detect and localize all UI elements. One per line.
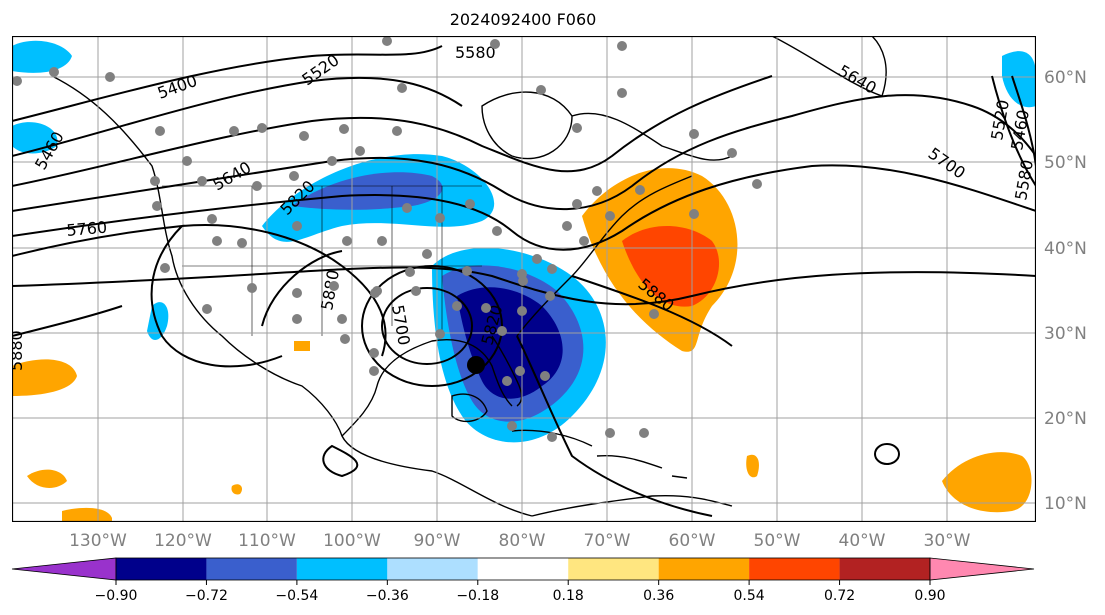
colorbar-swatch bbox=[296, 558, 388, 580]
storm-center-marker bbox=[467, 356, 485, 374]
lon-label: 90°W bbox=[414, 531, 461, 551]
lat-label: 40°N bbox=[1044, 239, 1087, 259]
colorbar-tick-label: −0.54 bbox=[275, 588, 318, 604]
colorbar-tick-label: 0.90 bbox=[914, 588, 945, 604]
lon-label: 50°W bbox=[754, 531, 801, 551]
colorbar-swatch bbox=[387, 558, 478, 580]
lon-label: 110°W bbox=[238, 531, 296, 551]
colorbar-swatch bbox=[749, 558, 840, 580]
colorbar-extend-low bbox=[11, 557, 117, 581]
colorbar-tick-label: −0.18 bbox=[456, 588, 499, 604]
lat-label: 30°N bbox=[1044, 324, 1087, 344]
lat-label: 50°N bbox=[1044, 153, 1087, 173]
lat-label: 10°N bbox=[1044, 494, 1087, 514]
colorbar-swatch bbox=[568, 558, 659, 580]
colorbar-tick-label: 0.18 bbox=[553, 588, 584, 604]
colorbar-swatch bbox=[658, 558, 750, 580]
lat-label: 60°N bbox=[1044, 68, 1087, 88]
contour-label: 5760 bbox=[66, 218, 108, 240]
colorbar-tick-label: 0.36 bbox=[643, 588, 674, 604]
colorbar-swatch bbox=[839, 558, 930, 580]
contour-label: 5880 bbox=[12, 330, 26, 371]
lon-label: 40°W bbox=[839, 531, 886, 551]
map-title: 2024092400 F060 bbox=[449, 10, 597, 29]
lon-label: 70°W bbox=[584, 531, 631, 551]
colorbar-swatch bbox=[477, 558, 569, 580]
colorbar-tick-label: −0.72 bbox=[185, 588, 228, 604]
colorbar-tick-label: 0.72 bbox=[824, 588, 855, 604]
lon-label: 120°W bbox=[154, 531, 212, 551]
axis-labels: 130°W 120°W 110°W 100°W 90°W 80°W 70°W 6… bbox=[69, 68, 1087, 551]
colorbar-swatch bbox=[116, 558, 207, 580]
colorbar-tick-label: −0.36 bbox=[366, 588, 409, 604]
colorbar-tick-label: −0.90 bbox=[95, 588, 138, 604]
lon-label: 100°W bbox=[323, 531, 381, 551]
lon-label: 130°W bbox=[69, 531, 127, 551]
colorbar: −0.90 −0.72 −0.54 −0.36 −0.18 0.18 0.36 0.54 0.7… bbox=[11, 557, 1035, 604]
height-contours bbox=[12, 45, 1036, 517]
lat-label: 20°N bbox=[1044, 409, 1087, 429]
lon-label: 60°W bbox=[669, 531, 716, 551]
colorbar-swatch bbox=[206, 558, 297, 580]
colorbar-tick-label: 0.54 bbox=[734, 588, 765, 604]
colorbar-extend-high bbox=[929, 557, 1035, 581]
gray-markers bbox=[12, 36, 762, 442]
lon-label: 30°W bbox=[924, 531, 971, 551]
contour-label: 5580 bbox=[455, 43, 496, 62]
lon-label: 80°W bbox=[499, 531, 546, 551]
map-panel: 5400 5520 5580 5640 5460 5640 5700 5760 … bbox=[12, 36, 1036, 522]
